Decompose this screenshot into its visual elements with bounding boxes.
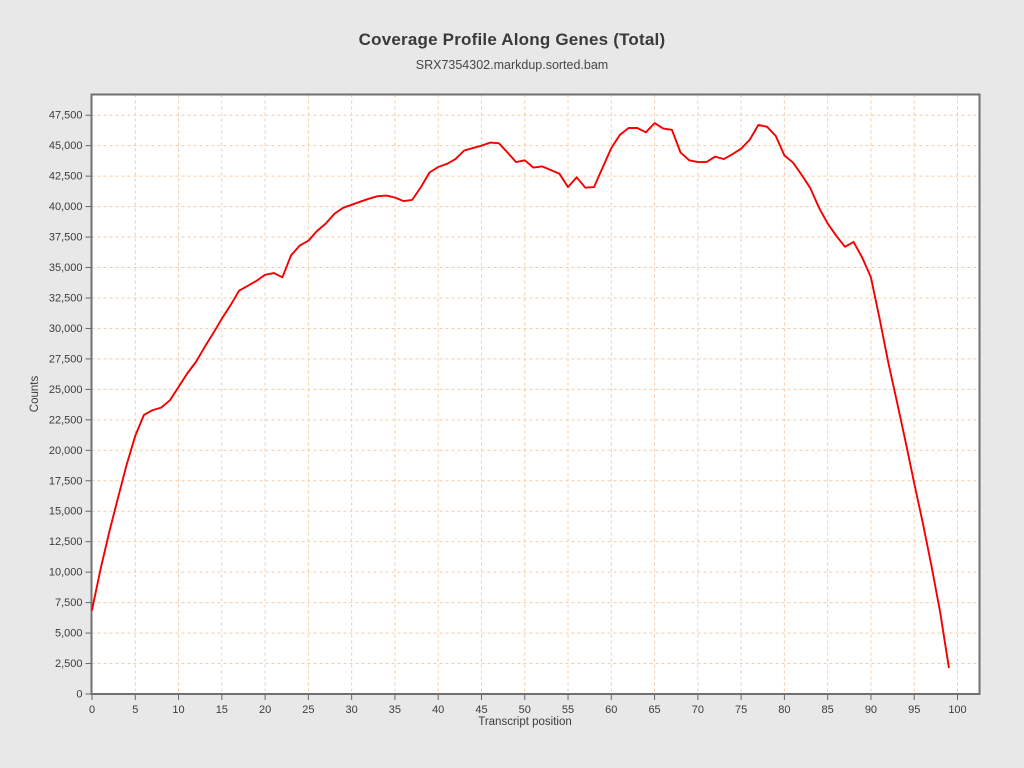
x-tick-label: 15	[216, 704, 228, 716]
y-tick-label: 35,000	[49, 262, 83, 274]
y-tick-label: 47,500	[49, 110, 83, 122]
chart-title: Coverage Profile Along Genes (Total)	[358, 30, 666, 49]
y-tick-label: 20,000	[49, 445, 83, 457]
x-tick-label: 20	[259, 704, 271, 716]
y-tick-label: 27,500	[49, 353, 83, 365]
x-tick-label: 30	[346, 704, 358, 716]
y-tick-label: 5,000	[55, 628, 83, 640]
x-tick-label: 25	[302, 704, 314, 716]
x-tick-label: 35	[389, 704, 401, 716]
y-tick-label: 22,500	[49, 414, 83, 426]
y-tick-label: 7,500	[55, 597, 83, 609]
x-tick-label: 10	[172, 704, 184, 716]
y-tick-label: 25,000	[49, 384, 83, 396]
chart-subtitle: SRX7354302.markdup.sorted.bam	[415, 58, 609, 72]
y-tick-label: 37,500	[49, 232, 83, 244]
x-tick-label: 70	[692, 704, 704, 716]
y-tick-label: 45,000	[49, 140, 83, 152]
x-tick-label: 80	[778, 704, 790, 716]
y-tick-label: 32,500	[49, 292, 83, 304]
x-axis-title: Transcript position	[478, 716, 572, 728]
x-tick-label: 100	[948, 704, 966, 716]
x-tick-label: 85	[822, 704, 834, 716]
x-tick-label: 55	[562, 704, 574, 716]
x-tick-label: 65	[648, 704, 660, 716]
y-tick-label: 42,500	[49, 171, 83, 183]
y-tick-label: 2,500	[55, 658, 83, 670]
y-tick-label: 15,000	[49, 506, 83, 518]
plot-area	[91, 94, 980, 694]
x-tick-label: 95	[908, 704, 920, 716]
y-tick-label: 10,000	[49, 567, 83, 579]
x-tick-label: 50	[519, 704, 531, 716]
y-tick-label: 17,500	[49, 475, 83, 487]
coverage-series-line	[91, 122, 950, 669]
x-tick-label: 40	[432, 704, 444, 716]
y-tick-label: 40,000	[49, 201, 83, 213]
y-tick-label: 12,500	[49, 536, 83, 548]
y-tick-label: 0	[76, 689, 82, 701]
plot-border	[90, 93, 981, 695]
x-tick-label: 90	[865, 704, 877, 716]
x-tick-label: 60	[605, 704, 617, 716]
x-tick-label: 75	[735, 704, 747, 716]
x-tick-label: 45	[475, 704, 487, 716]
x-tick-label: 5	[132, 704, 138, 716]
y-tick-label: 30,000	[49, 323, 83, 335]
x-tick-label: 0	[89, 704, 95, 716]
